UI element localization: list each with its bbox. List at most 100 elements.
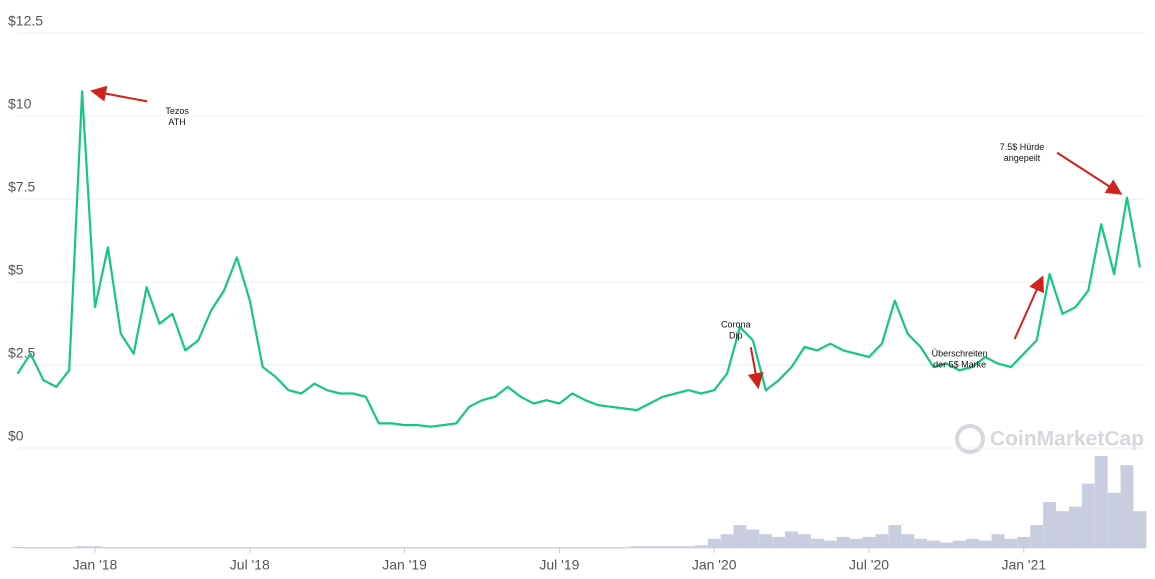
volume-bar: [294, 547, 308, 548]
volume-bar: [823, 540, 837, 548]
volume-bar: [449, 547, 463, 548]
volume-bar: [669, 546, 682, 548]
volume-bar: [269, 547, 283, 548]
volume-bar: [965, 538, 979, 548]
volume-bar: [359, 547, 373, 548]
annotation-text: ATH: [168, 117, 185, 127]
volume-bar: [901, 534, 915, 548]
volume-bar: [927, 540, 940, 548]
x-tick-label: Jul '19: [539, 557, 579, 573]
volume-bar: [1004, 538, 1018, 548]
volume-bar: [1068, 506, 1082, 548]
volume-bar: [694, 545, 708, 548]
volume-bar: [191, 547, 205, 548]
volume-bar: [153, 547, 166, 548]
y-tick-label: $5: [8, 262, 24, 278]
volume-bar: [772, 536, 786, 548]
volume-bar: [836, 536, 850, 548]
volume-bar: [114, 547, 128, 548]
volume-bar: [230, 547, 244, 548]
volume-bar: [243, 547, 257, 548]
volume-bar: [810, 538, 824, 548]
volume-bar: [320, 547, 334, 548]
volume-bar: [630, 546, 644, 548]
volume-bar: [307, 547, 321, 548]
annotation-text: Tezos: [165, 106, 189, 116]
y-tick-label: $7.5: [8, 179, 35, 195]
price-line: [16, 90, 1141, 428]
volume-bar: [565, 547, 579, 548]
watermark-logo: [955, 424, 985, 454]
volume-bar: [62, 547, 76, 548]
volume-bar: [1056, 511, 1069, 548]
annotation-text: 7.5$ Hürde: [1000, 142, 1045, 152]
volume-bar: [24, 547, 37, 548]
volume-bar: [759, 534, 773, 548]
volume-bar: [656, 546, 670, 548]
volume-bar: [1017, 536, 1031, 548]
volume-bar: [617, 547, 631, 548]
volume-bar: [643, 546, 657, 548]
volume-bar: [333, 547, 347, 548]
volume-bar: [346, 547, 360, 548]
volume-bar: [423, 547, 437, 548]
volume-bar: [1043, 502, 1057, 548]
volume-bar: [849, 538, 863, 548]
volume-bar: [398, 547, 412, 548]
volume-bar: [604, 547, 618, 548]
volume-bar: [991, 534, 1005, 548]
y-tick-label: $2.5: [8, 345, 35, 361]
annotation-arrow: [1013, 275, 1044, 340]
annotation-text: Corona: [721, 320, 751, 330]
volume-bar: [36, 547, 50, 548]
y-tick-label: $12.5: [8, 13, 43, 29]
volume-bar: [49, 547, 63, 548]
y-tick-label: $0: [8, 428, 24, 444]
volume-bar: [127, 547, 141, 548]
volume-bar: [733, 525, 747, 548]
volume-bar: [578, 547, 592, 548]
volume-bar: [256, 547, 270, 548]
volume-bar: [88, 546, 102, 548]
volume-bar: [591, 547, 605, 548]
watermark: CoinMarketCap: [955, 424, 1144, 454]
volume-bar: [1107, 492, 1121, 548]
volume-bar: [385, 547, 399, 548]
volume-bar: [939, 542, 953, 548]
annotation-arrow: [1056, 151, 1123, 195]
volume-bar: [165, 547, 179, 548]
annotation-text: der 5$ Marke: [933, 359, 986, 369]
volume-bar: [552, 547, 566, 548]
volume-bar: [914, 538, 928, 548]
annotation-arrow: [747, 347, 764, 390]
volume-bar: [1081, 483, 1095, 548]
volume-bar: [785, 531, 799, 548]
watermark-text: CoinMarketCap: [990, 428, 1144, 451]
x-tick-label: Jan '19: [382, 557, 427, 573]
volume-bar: [978, 540, 992, 548]
volume-bar: [488, 547, 502, 548]
volume-bar: [720, 534, 734, 548]
volume-bar: [140, 547, 154, 548]
volume-bar: [798, 534, 811, 548]
volume-bar: [952, 540, 966, 548]
volume-bar: [875, 534, 889, 548]
x-tick-label: Jul '18: [230, 557, 270, 573]
annotation-text: Überschreiten: [932, 348, 988, 358]
volume-bar: [204, 547, 218, 548]
annotation-text: Dip: [729, 331, 743, 341]
volume-bar: [11, 547, 25, 548]
volume-bar: [1094, 456, 1108, 548]
x-tick-label: Jan '21: [1001, 557, 1046, 573]
volume-bar: [282, 547, 295, 548]
volume-bar: [501, 547, 515, 548]
volume-bar: [411, 547, 424, 548]
annotation-arrow: [90, 85, 148, 103]
volume-bar: [514, 547, 528, 548]
volume-bar: [527, 547, 541, 548]
volume-bar: [101, 547, 115, 548]
volume-bar: [372, 547, 386, 548]
volume-bar: [681, 546, 695, 548]
volume-bar: [475, 547, 489, 548]
